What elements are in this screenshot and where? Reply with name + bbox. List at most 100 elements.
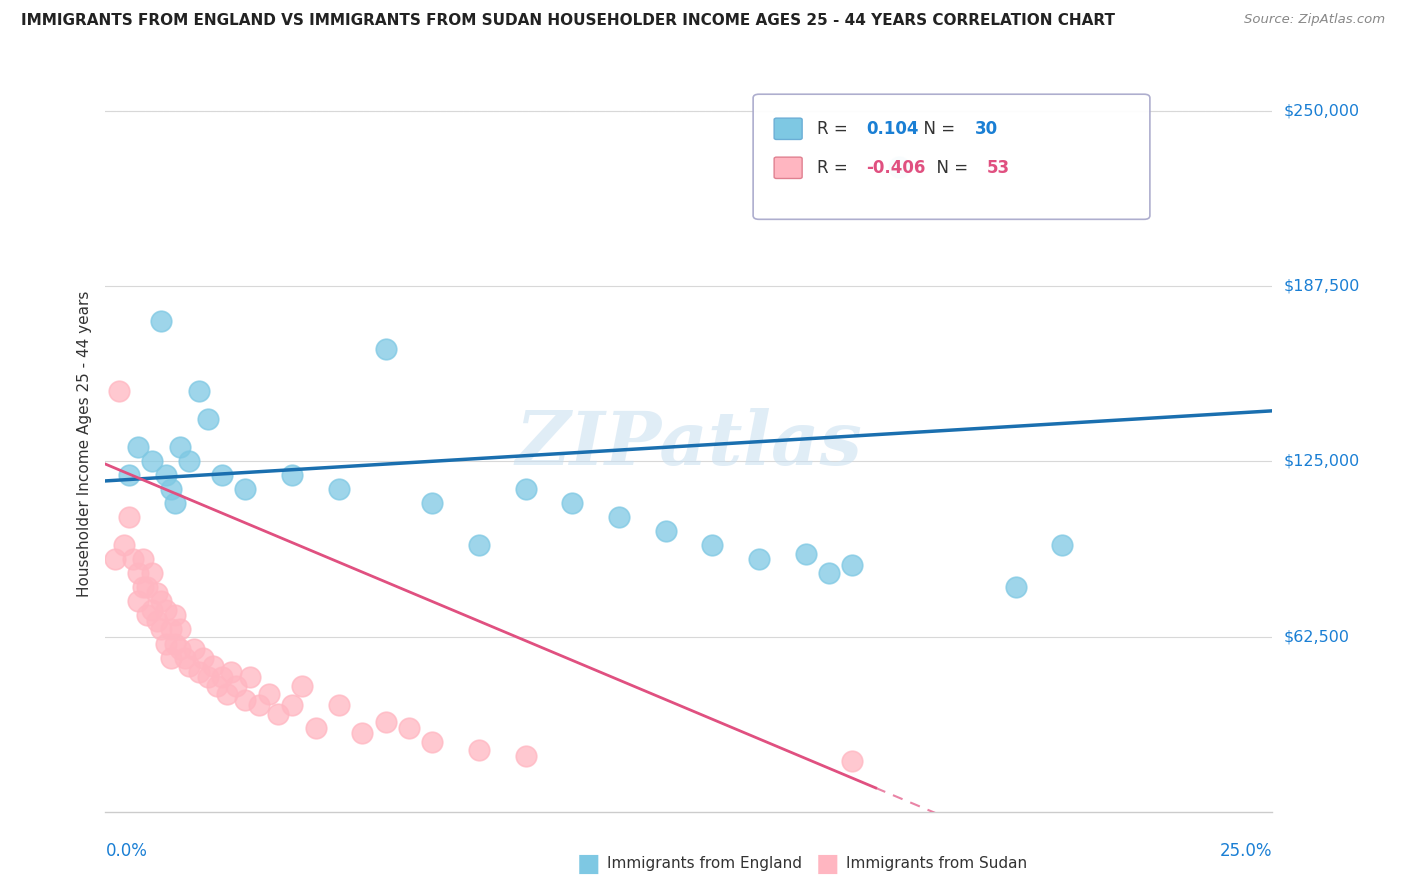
Point — [1052, 538, 1074, 552]
Point — [420, 496, 443, 510]
Point — [169, 623, 191, 637]
Point — [150, 314, 173, 328]
Point — [607, 510, 630, 524]
Point — [127, 566, 149, 581]
Point — [141, 603, 163, 617]
Point — [249, 698, 271, 713]
Point — [141, 566, 163, 581]
FancyBboxPatch shape — [754, 95, 1150, 219]
Point — [150, 623, 173, 637]
Point — [187, 384, 209, 399]
Point — [108, 384, 131, 399]
Point — [197, 412, 219, 426]
Point — [887, 160, 910, 174]
Point — [127, 594, 149, 608]
Point — [159, 650, 181, 665]
Text: ■: ■ — [576, 852, 600, 875]
Point — [132, 581, 155, 595]
Point — [1004, 581, 1026, 595]
Point — [179, 454, 201, 468]
Point — [165, 496, 187, 510]
Text: $125,000: $125,000 — [1284, 454, 1360, 469]
Point — [169, 440, 191, 454]
Text: ■: ■ — [815, 852, 839, 875]
Point — [702, 538, 724, 552]
Point — [155, 468, 177, 483]
Point — [561, 496, 583, 510]
Text: -0.406: -0.406 — [866, 159, 925, 177]
Point — [187, 665, 209, 679]
Point — [150, 594, 173, 608]
Point — [468, 743, 491, 757]
Point — [221, 665, 243, 679]
FancyBboxPatch shape — [775, 157, 803, 178]
Text: 0.104: 0.104 — [866, 120, 918, 137]
Point — [374, 342, 396, 356]
Point — [173, 650, 195, 665]
Point — [468, 538, 491, 552]
Point — [841, 754, 863, 768]
Point — [165, 636, 187, 650]
Point — [207, 679, 229, 693]
Point — [398, 721, 420, 735]
Text: Immigrants from Sudan: Immigrants from Sudan — [846, 856, 1028, 871]
Point — [328, 483, 350, 497]
Text: R =: R = — [817, 120, 853, 137]
Point — [235, 483, 257, 497]
Point — [127, 440, 149, 454]
Point — [420, 734, 443, 748]
Point — [239, 670, 262, 684]
Point — [141, 454, 163, 468]
Point — [794, 547, 817, 561]
Point — [225, 679, 247, 693]
Point — [304, 721, 326, 735]
Point — [132, 552, 155, 566]
Point — [159, 623, 181, 637]
Point — [193, 650, 215, 665]
Point — [146, 586, 169, 600]
Point — [281, 468, 304, 483]
Point — [374, 714, 396, 729]
Point — [155, 636, 177, 650]
Point — [122, 552, 145, 566]
Point — [146, 614, 169, 628]
Point — [179, 659, 201, 673]
Point — [257, 687, 280, 701]
Point — [818, 566, 841, 581]
Point — [290, 679, 312, 693]
Text: 0.0%: 0.0% — [105, 842, 148, 860]
Text: N =: N = — [925, 159, 973, 177]
Point — [112, 538, 135, 552]
Text: Immigrants from England: Immigrants from England — [607, 856, 803, 871]
Y-axis label: Householder Income Ages 25 - 44 years: Householder Income Ages 25 - 44 years — [76, 291, 91, 597]
Point — [267, 706, 290, 721]
Point — [281, 698, 304, 713]
Text: N =: N = — [912, 120, 960, 137]
Text: 25.0%: 25.0% — [1220, 842, 1272, 860]
Text: R =: R = — [817, 159, 853, 177]
Point — [136, 581, 159, 595]
Point — [215, 687, 238, 701]
Point — [183, 642, 205, 657]
Point — [515, 483, 537, 497]
Point — [201, 659, 224, 673]
Point — [104, 552, 127, 566]
Point — [841, 558, 863, 572]
Point — [328, 698, 350, 713]
Point — [211, 670, 233, 684]
Point — [136, 608, 159, 623]
Point — [235, 692, 257, 706]
Point — [159, 483, 181, 497]
Text: ZIPatlas: ZIPatlas — [516, 408, 862, 480]
Point — [515, 748, 537, 763]
Point — [748, 552, 770, 566]
Point — [211, 468, 233, 483]
Point — [118, 510, 141, 524]
Point — [169, 642, 191, 657]
Point — [155, 603, 177, 617]
Text: $187,500: $187,500 — [1284, 278, 1360, 293]
Point — [118, 468, 141, 483]
Text: $250,000: $250,000 — [1284, 103, 1360, 119]
FancyBboxPatch shape — [775, 118, 803, 139]
Point — [352, 726, 374, 740]
